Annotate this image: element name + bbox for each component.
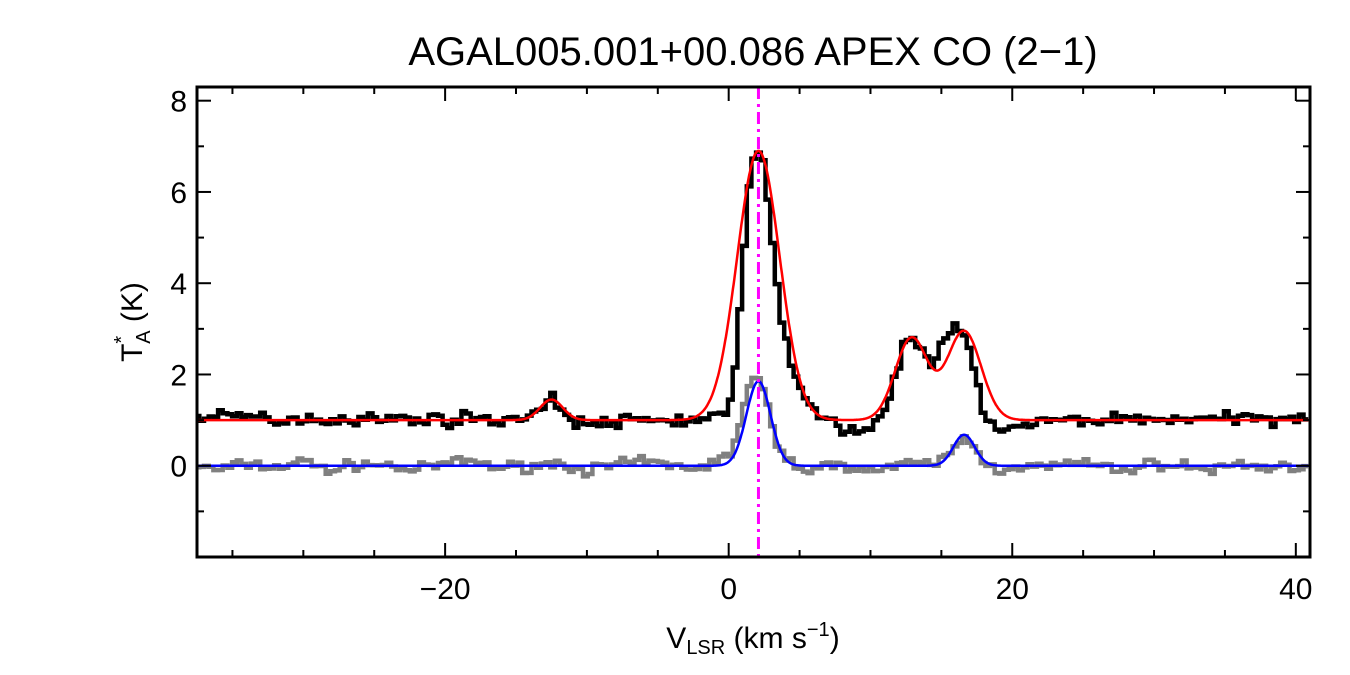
x-axis-label-sub: LSR xyxy=(686,637,725,659)
x-axis-label-end: ) xyxy=(830,622,840,655)
x-tick-label: 0 xyxy=(720,573,737,606)
x-axis-label-rest: (km s xyxy=(725,622,807,655)
y-tick-label: 4 xyxy=(170,268,187,301)
y-axis-label: T*A (K) xyxy=(111,282,155,362)
y-axis-label-rest: (K) xyxy=(116,282,149,330)
y-tick-label: 8 xyxy=(170,86,187,119)
y-axis-label-sup: * xyxy=(111,336,133,344)
lower-fit-line xyxy=(197,379,1310,467)
x-tick-label: 40 xyxy=(1279,573,1312,606)
y-axis-label-main: T xyxy=(116,344,149,362)
plot-area xyxy=(197,87,1310,557)
x-axis-label: VLSR (km s−1) xyxy=(666,619,839,659)
x-axis-label-sup: −1 xyxy=(807,619,830,641)
x-tick-label: 20 xyxy=(996,573,1029,606)
x-tick-label: −20 xyxy=(420,573,471,606)
upper-fit-line xyxy=(197,149,1310,422)
x-axis-label-main: V xyxy=(666,622,686,655)
chart-title: AGAL005.001+00.086 APEX CO (2−1) xyxy=(408,30,1097,74)
y-axis-label-sub: A xyxy=(133,330,155,344)
y-tick-label: 0 xyxy=(170,451,187,484)
y-tick-label: 6 xyxy=(170,177,187,210)
y-tick-label: 2 xyxy=(170,359,187,392)
plot-frame xyxy=(195,85,1312,559)
plot-clipped-group xyxy=(197,87,1310,557)
axis-tick-labels: −20 0 20 40 0 2 4 6 8 xyxy=(170,86,1312,606)
